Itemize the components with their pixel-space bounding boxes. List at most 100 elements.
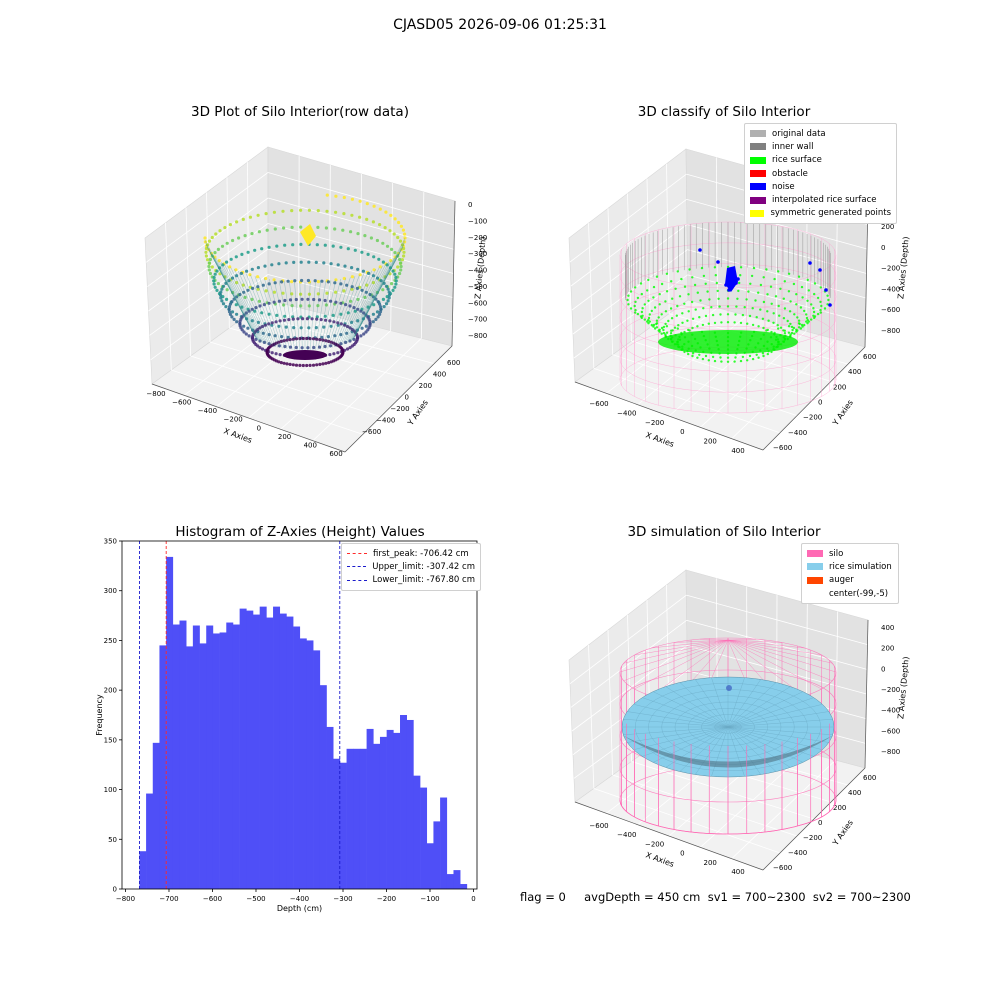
data-point bbox=[292, 326, 296, 330]
data-point bbox=[355, 332, 359, 336]
data-point bbox=[704, 314, 708, 318]
data-point bbox=[383, 275, 387, 279]
grid-line bbox=[627, 193, 632, 342]
data-point bbox=[235, 320, 239, 324]
data-point bbox=[375, 276, 380, 280]
histogram-bar bbox=[199, 643, 207, 889]
data-point bbox=[372, 268, 376, 272]
silo-wire bbox=[727, 639, 783, 702]
data-point bbox=[220, 287, 224, 291]
data-point bbox=[782, 317, 786, 320]
data-point bbox=[352, 342, 356, 347]
data-point bbox=[718, 305, 721, 308]
rice-mesh bbox=[642, 697, 729, 728]
data-point bbox=[394, 279, 398, 283]
data-point bbox=[826, 294, 829, 297]
data-point bbox=[710, 306, 713, 309]
data-point bbox=[267, 345, 271, 349]
grid-line bbox=[190, 355, 381, 418]
data-point bbox=[277, 340, 281, 344]
data-point bbox=[389, 259, 393, 263]
histogram-bar bbox=[192, 625, 200, 889]
legend-entry: silo bbox=[807, 547, 893, 560]
data-point bbox=[219, 290, 223, 294]
data-point bbox=[341, 301, 345, 305]
data-point bbox=[257, 299, 261, 303]
histogram-bar bbox=[226, 622, 234, 889]
data-point bbox=[267, 333, 271, 337]
histogram-bar bbox=[453, 870, 461, 889]
data-point bbox=[733, 321, 736, 324]
data-point bbox=[299, 208, 303, 212]
data-point bbox=[315, 243, 319, 247]
data-point bbox=[674, 334, 677, 337]
data-point bbox=[739, 274, 742, 277]
grid-line bbox=[588, 223, 595, 369]
data-point bbox=[265, 349, 269, 353]
data-point bbox=[221, 295, 225, 299]
legend-line bbox=[347, 553, 367, 555]
data-point bbox=[798, 322, 801, 326]
data-point bbox=[240, 315, 244, 319]
data-point bbox=[696, 325, 699, 328]
data-point bbox=[291, 315, 295, 319]
data-point bbox=[706, 290, 709, 293]
rice-mesh bbox=[633, 704, 729, 728]
data-point bbox=[221, 284, 226, 288]
data-point bbox=[691, 326, 694, 330]
data-point bbox=[671, 297, 674, 300]
rice-mesh bbox=[623, 719, 729, 728]
data-point bbox=[669, 338, 673, 341]
data-point bbox=[655, 326, 659, 329]
data-point bbox=[355, 328, 359, 332]
data-point bbox=[820, 304, 823, 308]
data-point bbox=[734, 356, 737, 359]
data-point bbox=[264, 212, 268, 216]
silo-wire bbox=[619, 637, 837, 707]
data-point bbox=[368, 322, 372, 326]
data-point bbox=[660, 332, 663, 335]
rice-mesh bbox=[665, 686, 729, 728]
data-point bbox=[818, 268, 822, 272]
data-point bbox=[400, 243, 404, 247]
data-point bbox=[256, 327, 260, 332]
z-tick-label: 0 bbox=[881, 244, 885, 252]
x-tick-label: −600 bbox=[589, 400, 608, 408]
data-point bbox=[371, 312, 375, 316]
data-point bbox=[217, 266, 222, 270]
data-point bbox=[352, 329, 356, 333]
data-point bbox=[281, 291, 285, 295]
data-point bbox=[299, 304, 303, 308]
data-point bbox=[355, 336, 360, 340]
data-point bbox=[340, 354, 344, 358]
data-point bbox=[250, 274, 279, 348]
y-tick-label: 150 bbox=[104, 736, 117, 744]
data-point bbox=[665, 331, 669, 334]
data-point bbox=[664, 334, 667, 338]
data-point bbox=[680, 277, 683, 281]
silo-wire bbox=[623, 639, 729, 664]
data-point bbox=[294, 345, 298, 350]
data-point bbox=[381, 297, 385, 301]
data-point bbox=[206, 246, 257, 339]
data-point bbox=[320, 279, 324, 283]
x-tick-label: 600 bbox=[329, 450, 342, 458]
histogram-bar bbox=[319, 685, 327, 889]
data-point bbox=[770, 330, 773, 334]
data-point bbox=[701, 323, 705, 327]
data-point bbox=[783, 337, 787, 340]
data-point bbox=[680, 331, 683, 335]
data-point bbox=[228, 223, 232, 227]
data-point bbox=[368, 319, 372, 323]
data-point bbox=[636, 312, 640, 316]
histogram-bar bbox=[306, 640, 314, 889]
data-point bbox=[352, 306, 356, 310]
z-tick-label: −500 bbox=[468, 283, 487, 291]
data-point bbox=[747, 290, 750, 293]
data-point bbox=[362, 311, 366, 315]
data-point bbox=[270, 321, 274, 325]
data-point bbox=[673, 326, 677, 329]
z-axis-line bbox=[451, 200, 456, 347]
data-point bbox=[782, 329, 785, 332]
histogram-bar bbox=[353, 748, 361, 889]
